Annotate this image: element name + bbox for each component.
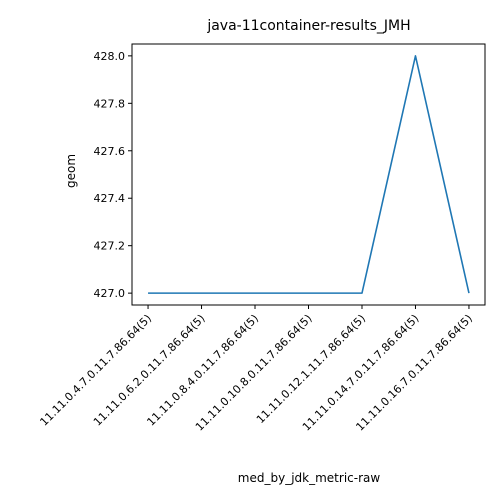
x-tick-label: 11.11.0.10.8.0.11.7.86.64(5) — [193, 312, 315, 434]
x-tick-label: 11.11.0.12.1.11.7.86.64(5) — [254, 312, 368, 426]
y-tick-label: 427.8 — [94, 97, 126, 110]
y-tick-label: 427.4 — [94, 192, 126, 205]
chart-title: java-11container-results_JMH — [206, 18, 410, 34]
y-tick-label: 428.0 — [94, 50, 126, 63]
y-axis-label: geom — [64, 154, 78, 188]
x-tick-label: 11.11.0.4.7.0.11.7.86.64(5) — [37, 312, 154, 429]
plot-frame — [132, 44, 485, 305]
x-tick-label: 11.11.0.16.7.0.11.7.86.64(5) — [353, 312, 475, 434]
y-tick-label: 427.0 — [94, 287, 126, 300]
x-tick-label: 11.11.0.6.2.0.11.7.86.64(5) — [91, 312, 208, 429]
x-tick-label: 11.11.0.14.7.0.11.7.86.64(5) — [300, 312, 422, 434]
y-tick-label: 427.6 — [94, 145, 126, 158]
plot-area: 427.0 427.2 427.4 427.6 427.8 428.0 11.11.0.4.… — [37, 44, 485, 434]
x-axis-label: med_by_jdk_metric-raw — [238, 471, 381, 485]
x-tick-label: 11.11.0.8.4.0.11.7.86.64(5) — [144, 312, 261, 429]
series-line — [148, 56, 469, 293]
y-tick-label: 427.2 — [94, 240, 126, 253]
